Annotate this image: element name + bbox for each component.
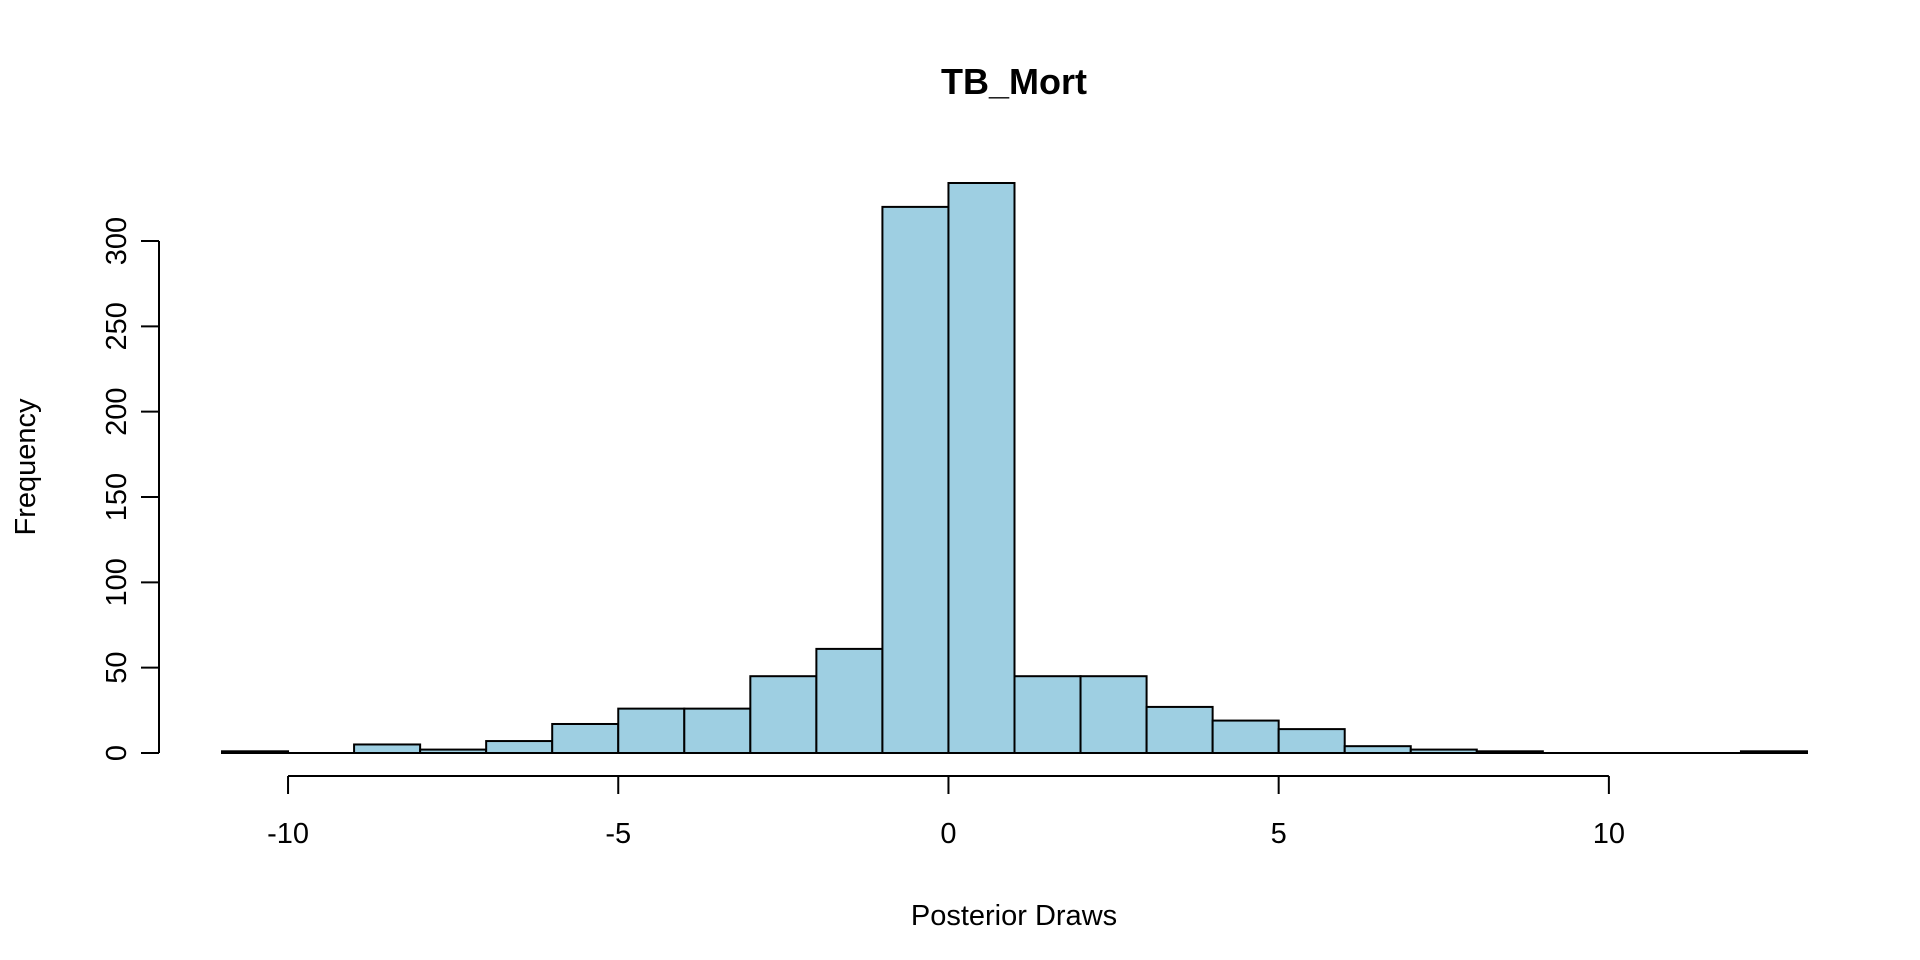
y-tick-label: 250	[101, 302, 133, 350]
x-tick-label: -5	[605, 818, 631, 850]
histogram-bar	[485, 740, 554, 755]
x-tick-label: 0	[940, 818, 956, 850]
y-tick-label: 100	[101, 558, 133, 606]
y-axis: 0 50 100 150 200 250 300	[101, 217, 160, 761]
histogram-bar	[881, 205, 950, 754]
histogram-bar	[1145, 705, 1214, 755]
histogram-bar	[1013, 675, 1082, 755]
histogram-bar	[1739, 750, 1809, 754]
y-axis-label: Frequency	[10, 398, 42, 536]
histogram-bar	[1211, 719, 1280, 754]
y-tick-label: 0	[101, 745, 133, 761]
x-tick-label: 5	[1271, 818, 1287, 850]
histogram-bar	[1343, 745, 1412, 754]
histogram-bar	[617, 707, 686, 754]
histogram-bar	[221, 750, 290, 754]
histogram-bar	[749, 675, 818, 755]
histogram-bar	[1277, 728, 1346, 755]
y-tick-label: 50	[101, 652, 133, 684]
histogram-bar	[1475, 750, 1544, 754]
histogram-bar	[1079, 675, 1148, 755]
histogram-bar	[815, 647, 884, 754]
x-axis: -10 -5 0 5 10	[267, 775, 1625, 850]
histogram-bar	[353, 743, 422, 754]
y-tick-label: 150	[101, 473, 133, 521]
y-tick-label: 300	[101, 217, 133, 265]
x-axis-label: Posterior Draws	[911, 900, 1117, 932]
chart-title: TB_Mort	[941, 61, 1087, 102]
histogram-bar	[1409, 748, 1478, 755]
histogram-bar	[551, 722, 620, 755]
histogram-bar	[683, 707, 752, 754]
histogram-bar	[947, 182, 1016, 754]
histogram-bars	[221, 182, 1809, 755]
x-tick-label: 10	[1593, 818, 1625, 850]
x-tick-label: -10	[267, 818, 309, 850]
histogram-bar	[419, 748, 488, 755]
y-tick-label: 200	[101, 387, 133, 435]
